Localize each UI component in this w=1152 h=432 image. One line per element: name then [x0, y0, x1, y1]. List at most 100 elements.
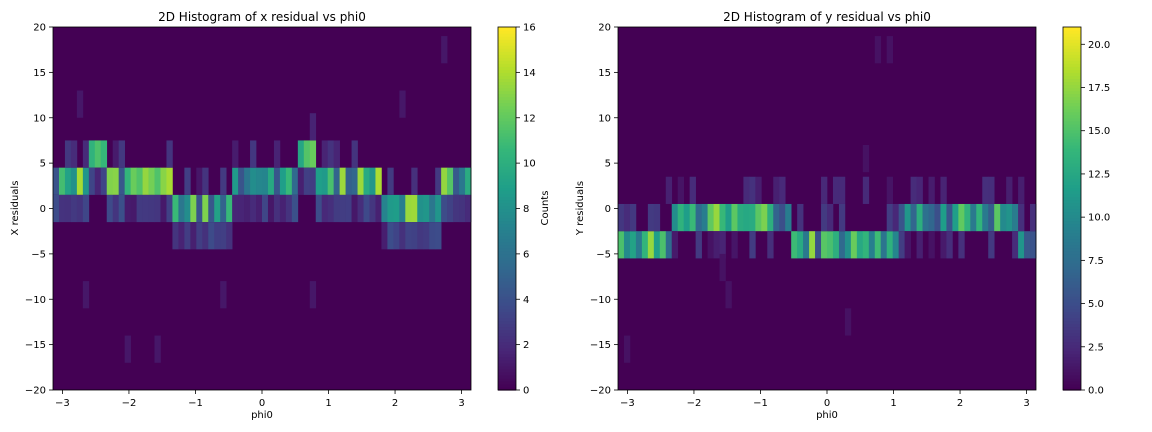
colorbar-swatch [498, 196, 516, 201]
colorbar-swatch [1063, 135, 1081, 140]
histogram-cell [749, 176, 756, 204]
histogram-cell [429, 194, 436, 223]
histogram-cell [904, 231, 911, 259]
colorbar-swatch [498, 226, 516, 231]
colorbar-swatch [498, 132, 516, 137]
histogram-cell [815, 231, 822, 259]
histogram-cell [309, 113, 317, 141]
y-tick-label: 10 [598, 113, 611, 124]
histogram-cell [922, 203, 929, 232]
histogram-cell [665, 231, 673, 259]
colorbar-swatch [1063, 365, 1081, 370]
histogram-cell [862, 231, 870, 259]
colorbar-swatch [1063, 350, 1081, 355]
colorbar-swatch [498, 332, 516, 337]
y-tick-label: −5 [31, 249, 46, 260]
colorbar-swatch [498, 275, 516, 279]
histogram-cell [220, 222, 227, 250]
histogram-cell [262, 194, 269, 223]
histogram-cell [160, 194, 167, 223]
histogram-cell [773, 203, 780, 232]
histogram-cell [94, 140, 102, 168]
colorbar-swatch [1063, 144, 1081, 149]
y-tick-label: −20 [590, 386, 611, 397]
histogram-cell [64, 194, 72, 223]
histogram-cell [623, 231, 631, 259]
histogram-cell [53, 194, 60, 223]
histogram-cell [100, 167, 108, 195]
histogram-cell [297, 167, 305, 195]
histogram-cell [677, 203, 685, 232]
histogram-cell [70, 167, 78, 195]
colorbar-tick-label: 5.0 [1088, 299, 1104, 310]
histogram-cell [755, 176, 762, 204]
colorbar-swatch [498, 184, 516, 188]
colorbar-swatch [498, 235, 516, 240]
histogram-cell [435, 194, 442, 223]
histogram-cell [291, 167, 299, 195]
histogram-cell [184, 167, 191, 195]
histogram-cell [976, 203, 983, 232]
histogram-cell [333, 140, 340, 168]
colorbar-swatch [498, 199, 516, 204]
histogram-cell [886, 231, 894, 259]
colorbar-swatch [1063, 320, 1081, 325]
histogram-cell [345, 167, 352, 195]
histogram-cell [970, 203, 977, 232]
colorbar-swatch [498, 129, 516, 134]
colorbar-tick-label: 14 [523, 68, 536, 79]
histogram-cell [767, 203, 774, 232]
histogram-cell [202, 222, 209, 250]
histogram-cell [821, 231, 828, 259]
histogram-cell [731, 203, 738, 232]
colorbar-swatch [498, 281, 516, 285]
colorbar-swatch [1063, 284, 1081, 288]
histogram-cell [797, 231, 804, 259]
x-residual-panel: 2D Histogram of x residual vs phi0 −3 −2−… [10, 10, 551, 421]
colorbar-swatch [1063, 81, 1081, 86]
colorbar-tick-label: 2 [523, 340, 529, 351]
colorbar-swatch [1063, 99, 1081, 104]
histogram-cell [148, 167, 155, 195]
colorbar-swatch [1063, 293, 1081, 297]
histogram-cell [178, 194, 185, 223]
colorbar-swatch [1063, 45, 1081, 49]
colorbar-swatch [1063, 229, 1081, 234]
x-tick-label: 3 [458, 398, 464, 409]
histogram-cell [64, 167, 72, 195]
colorbar-swatch [498, 241, 516, 246]
histogram-cell [779, 176, 786, 204]
histogram-cell [202, 194, 209, 223]
y-tick-label: −15 [25, 340, 46, 351]
colorbar-swatch [1063, 123, 1081, 128]
colorbar-swatch [1063, 175, 1081, 179]
histogram-cell [357, 194, 364, 223]
colorbar-swatch [1063, 39, 1081, 43]
histogram-cell [785, 203, 792, 232]
histogram-cell [399, 90, 406, 118]
colorbar-swatch [1063, 196, 1081, 201]
histogram-cell [363, 194, 370, 223]
histogram-cell [1006, 203, 1013, 232]
histogram-cell [417, 222, 424, 250]
colorbar-swatch [498, 290, 516, 294]
histogram-cell [910, 176, 917, 204]
colorbar-swatch [498, 193, 516, 197]
colorbar-swatch [498, 84, 516, 89]
colorbar-swatch [498, 365, 516, 370]
colorbar-swatch [1063, 359, 1081, 364]
histogram-cell [250, 194, 257, 223]
colorbar-swatch [1063, 42, 1081, 46]
histogram-cell [994, 203, 1001, 232]
histogram-cell [375, 167, 382, 195]
histogram-cell [838, 176, 846, 204]
histogram-cell [196, 167, 203, 195]
histogram-cell [393, 222, 400, 250]
colorbar-swatch [498, 181, 516, 185]
colorbar-swatch [498, 48, 516, 52]
histogram-cell [309, 281, 317, 309]
histogram-cell [339, 194, 346, 223]
histogram-cells-x [53, 36, 472, 363]
histogram-cell [82, 281, 90, 309]
colorbar-swatch [1063, 247, 1081, 252]
